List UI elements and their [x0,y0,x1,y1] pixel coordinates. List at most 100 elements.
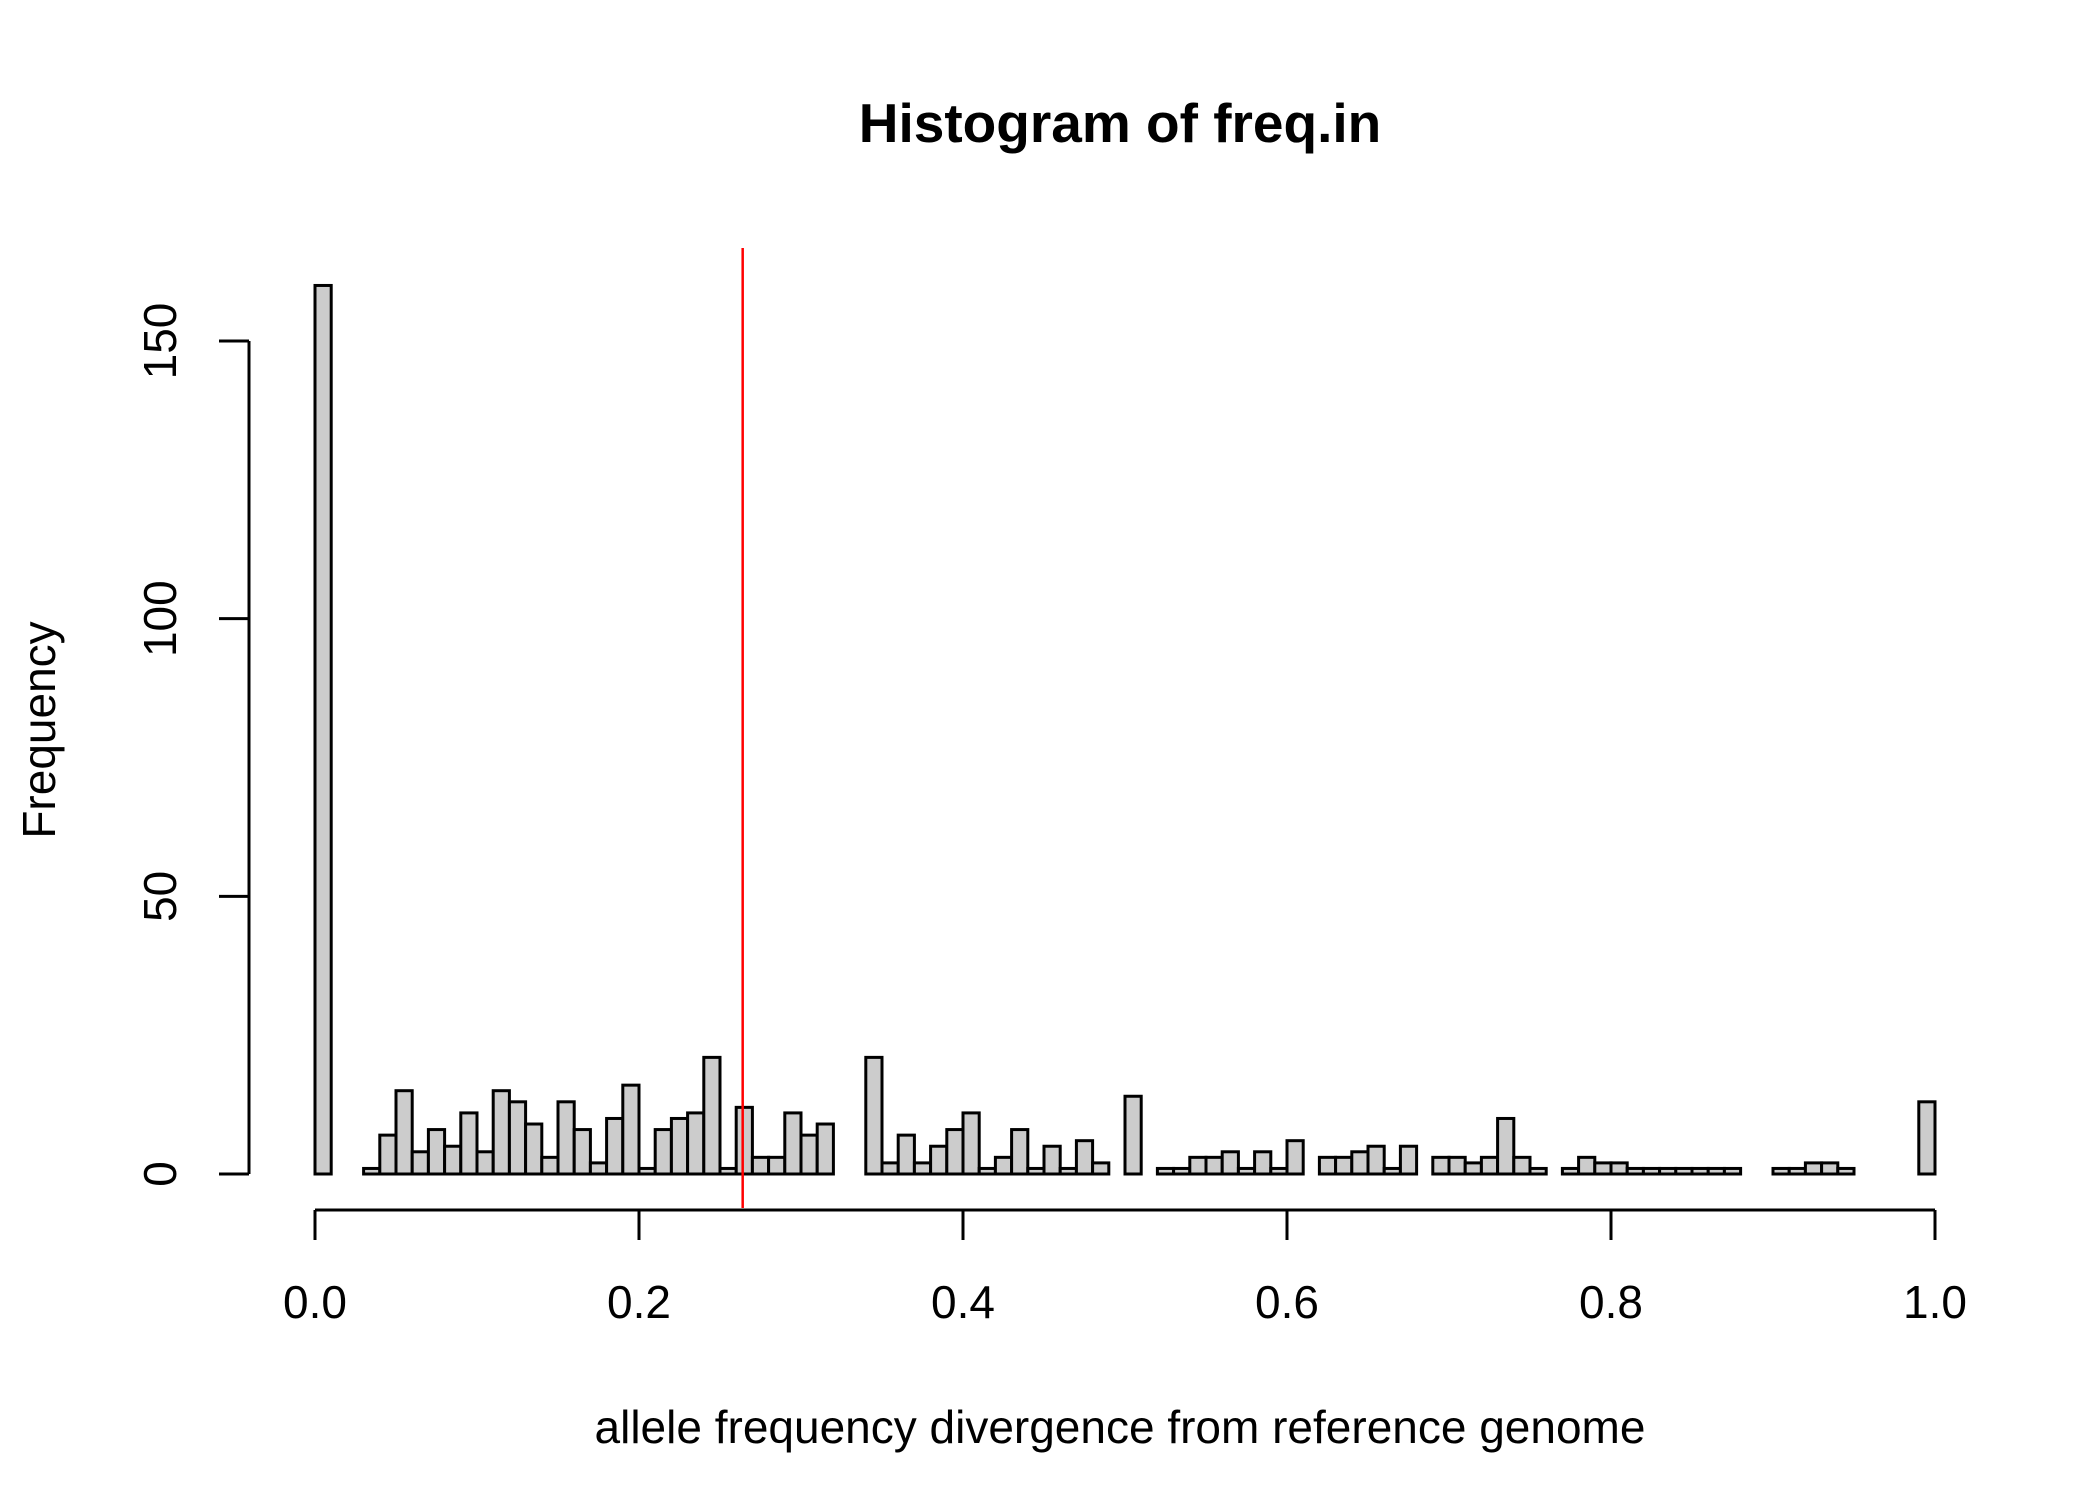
histogram-bar [815,1122,835,1176]
histogram-bar [929,1144,949,1176]
histogram-bar [1431,1155,1451,1176]
histogram-bar [1366,1144,1386,1176]
histogram-bar [1236,1166,1257,1176]
histogram-bar [912,1161,933,1176]
x-axis-label: allele frequency divergence from referen… [595,1401,1646,1453]
x-tick-label: 0.6 [1255,1276,1319,1328]
histogram-bar [605,1116,625,1176]
x-tick-label: 0.8 [1579,1276,1643,1328]
histogram-bar [1706,1166,1726,1176]
histogram-bar [1674,1166,1694,1176]
histogram-bar [556,1100,576,1176]
histogram-bar [1074,1139,1095,1176]
y-tick-label: 150 [134,303,186,380]
histogram-bar [1463,1161,1483,1176]
y-tick-label: 100 [134,580,186,657]
histogram-bar [1917,1100,1937,1176]
histogram-bar [1253,1150,1273,1176]
histogram-bar [362,1166,382,1176]
histogram-bar [1382,1166,1402,1176]
histogram-bar [1641,1166,1662,1176]
y-axis: 0 50 100 150 [134,303,251,1187]
histogram-bar [1058,1166,1078,1176]
histogram-bar [1722,1166,1743,1176]
chart-title: Histogram of freq.in [859,92,1382,154]
histogram-bar [1398,1144,1419,1176]
y-tick-label: 50 [134,871,186,922]
histogram-bar [475,1150,495,1176]
histogram-bar [1690,1166,1710,1176]
histogram-bar [1836,1166,1856,1176]
histogram-bar [540,1155,560,1176]
histogram-bar [1155,1166,1176,1176]
histogram-bar [524,1122,544,1176]
histogram-bar [1771,1166,1791,1176]
histogram-bar [410,1150,430,1176]
histogram-bar [750,1155,771,1176]
histogram-bar [1091,1161,1111,1176]
histogram-bar [572,1128,592,1176]
histogram-bar [1042,1144,1062,1176]
histogram-bar [1010,1128,1030,1176]
histogram-bar [945,1128,965,1176]
histogram-bar [1803,1161,1824,1176]
histogram-bar [1609,1161,1629,1176]
x-axis: 0.0 0.2 0.4 0.6 0.8 1.0 [283,1208,1967,1328]
histogram-bar [718,1166,738,1176]
histogram-bar [1026,1166,1046,1176]
histogram-bar [378,1133,398,1176]
histogram-bar [426,1128,447,1176]
bars-layer [313,283,1937,1176]
histogram-bar [1496,1116,1516,1176]
histogram-bar [313,283,333,1176]
histogram-bar [394,1089,414,1176]
histogram-bar [686,1111,706,1176]
histogram-bar [507,1100,528,1176]
histogram-bar [1820,1161,1840,1176]
x-tick-label: 0.0 [283,1276,347,1328]
histogram-bar [1285,1139,1305,1176]
x-tick-label: 0.2 [607,1276,671,1328]
histogram-bar [669,1116,690,1176]
histogram-bar [1123,1094,1143,1176]
histogram-bar [1512,1155,1532,1176]
x-tick-label: 1.0 [1903,1276,1967,1328]
histogram-bar [1577,1155,1597,1176]
histogram-bar [1188,1155,1208,1176]
histogram-bar [1625,1166,1645,1176]
histogram-bar [1204,1155,1224,1176]
histogram-bar [1479,1155,1500,1176]
histogram-bar [1317,1155,1338,1176]
histogram-bar [459,1111,479,1176]
histogram-bar [1447,1155,1467,1176]
y-axis-label: Frequency [13,621,65,838]
histogram-bar [896,1133,916,1176]
histogram-bar [1334,1155,1354,1176]
y-tick-label: 0 [134,1161,186,1187]
histogram-bar [799,1133,819,1176]
histogram-bar [864,1055,884,1176]
x-tick-label: 0.4 [931,1276,995,1328]
histogram-bar [880,1161,900,1176]
histogram-bar [1172,1166,1192,1176]
histogram-bar [1560,1166,1581,1176]
histogram-bar [491,1089,511,1176]
histogram-bar [637,1166,657,1176]
histogram-bar [1787,1166,1807,1176]
histogram-bar [961,1111,981,1176]
histogram-bar [653,1128,673,1176]
histogram-bar [1220,1150,1240,1176]
histogram-bar [621,1083,641,1176]
histogram-bar [443,1144,463,1176]
histogram-bar [588,1161,609,1176]
histogram-bar [1350,1150,1370,1176]
histogram-bar [1593,1161,1613,1176]
histogram-bar [1658,1166,1678,1176]
histogram-bar [1269,1166,1289,1176]
histogram-bar [734,1105,754,1176]
histogram-bar [977,1166,997,1176]
histogram-bar [767,1155,787,1176]
histogram-bar [702,1055,722,1176]
histogram-bar [1528,1166,1548,1176]
